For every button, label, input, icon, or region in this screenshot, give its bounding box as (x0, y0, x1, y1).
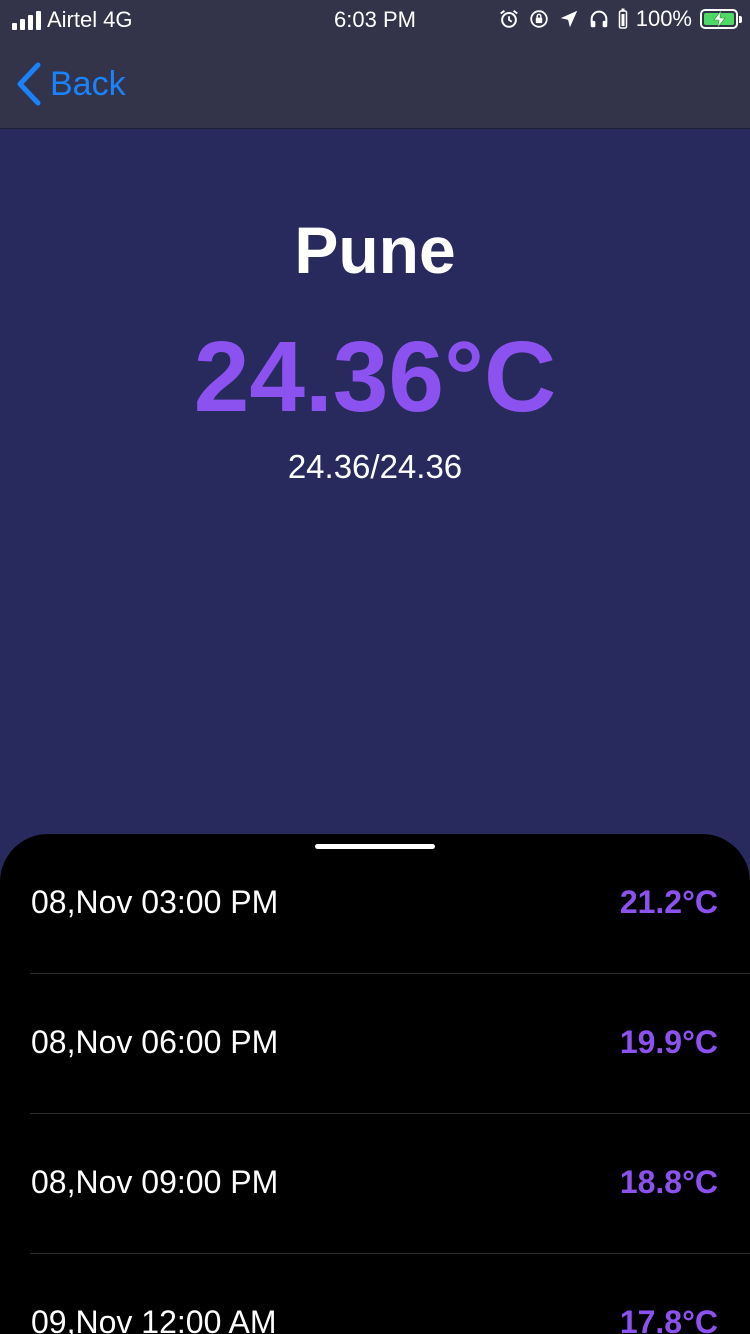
status-bar: Airtel 4G 6:03 PM (0, 0, 750, 40)
carrier-name: Airtel (47, 7, 98, 32)
forecast-temp: 18.8°C (619, 1164, 718, 1200)
forecast-list[interactable]: 08,Nov 03:00 PM 21.2°C 08,Nov 06:00 PM 1… (30, 834, 750, 1334)
signal-icon (12, 10, 41, 30)
forecast-row[interactable]: 08,Nov 03:00 PM 21.2°C (30, 834, 750, 974)
headphone-battery-icon (618, 8, 627, 29)
headphones-icon (590, 10, 608, 28)
location-arrow-icon (560, 10, 577, 28)
orientation-lock-icon (530, 10, 548, 28)
forecast-time: 08,Nov 03:00 PM (31, 884, 279, 920)
forecast-sheet[interactable]: 08,Nov 03:00 PM 21.2°C 08,Nov 06:00 PM 1… (0, 834, 750, 1334)
status-time: 6:03 PM (334, 7, 416, 32)
status-left: Airtel 4G (12, 7, 132, 33)
network-type: 4G (103, 7, 133, 32)
forecast-row[interactable]: 08,Nov 09:00 PM 18.8°C (30, 1114, 750, 1254)
forecast-time: 09,Nov 12:00 AM (31, 1304, 277, 1334)
forecast-time: 08,Nov 06:00 PM (31, 1024, 279, 1060)
city-name: Pune (294, 213, 456, 287)
status-right: 100% (498, 6, 742, 32)
current-temperature: 24.36°C (193, 321, 557, 433)
forecast-row[interactable]: 08,Nov 06:00 PM 19.9°C (30, 974, 750, 1114)
forecast-time: 08,Nov 09:00 PM (31, 1164, 279, 1200)
sheet-drag-handle[interactable] (315, 844, 435, 849)
alarm-icon (499, 9, 518, 28)
chevron-left-icon (17, 62, 41, 106)
forecast-temp: 17.8°C (619, 1304, 718, 1334)
back-button[interactable]: Back (16, 60, 126, 108)
back-label: Back (50, 64, 126, 103)
battery-percent: 100% (635, 6, 692, 31)
min-max-temperature: 24.36/24.36 (287, 448, 463, 485)
forecast-temp: 21.2°C (619, 884, 718, 920)
forecast-temp: 19.9°C (619, 1024, 718, 1060)
forecast-row[interactable]: 09,Nov 12:00 AM 17.8°C (30, 1254, 750, 1334)
top-bar: Airtel 4G 6:03 PM (0, 0, 750, 129)
charging-bolt-icon (713, 11, 726, 27)
battery-icon (700, 9, 742, 29)
